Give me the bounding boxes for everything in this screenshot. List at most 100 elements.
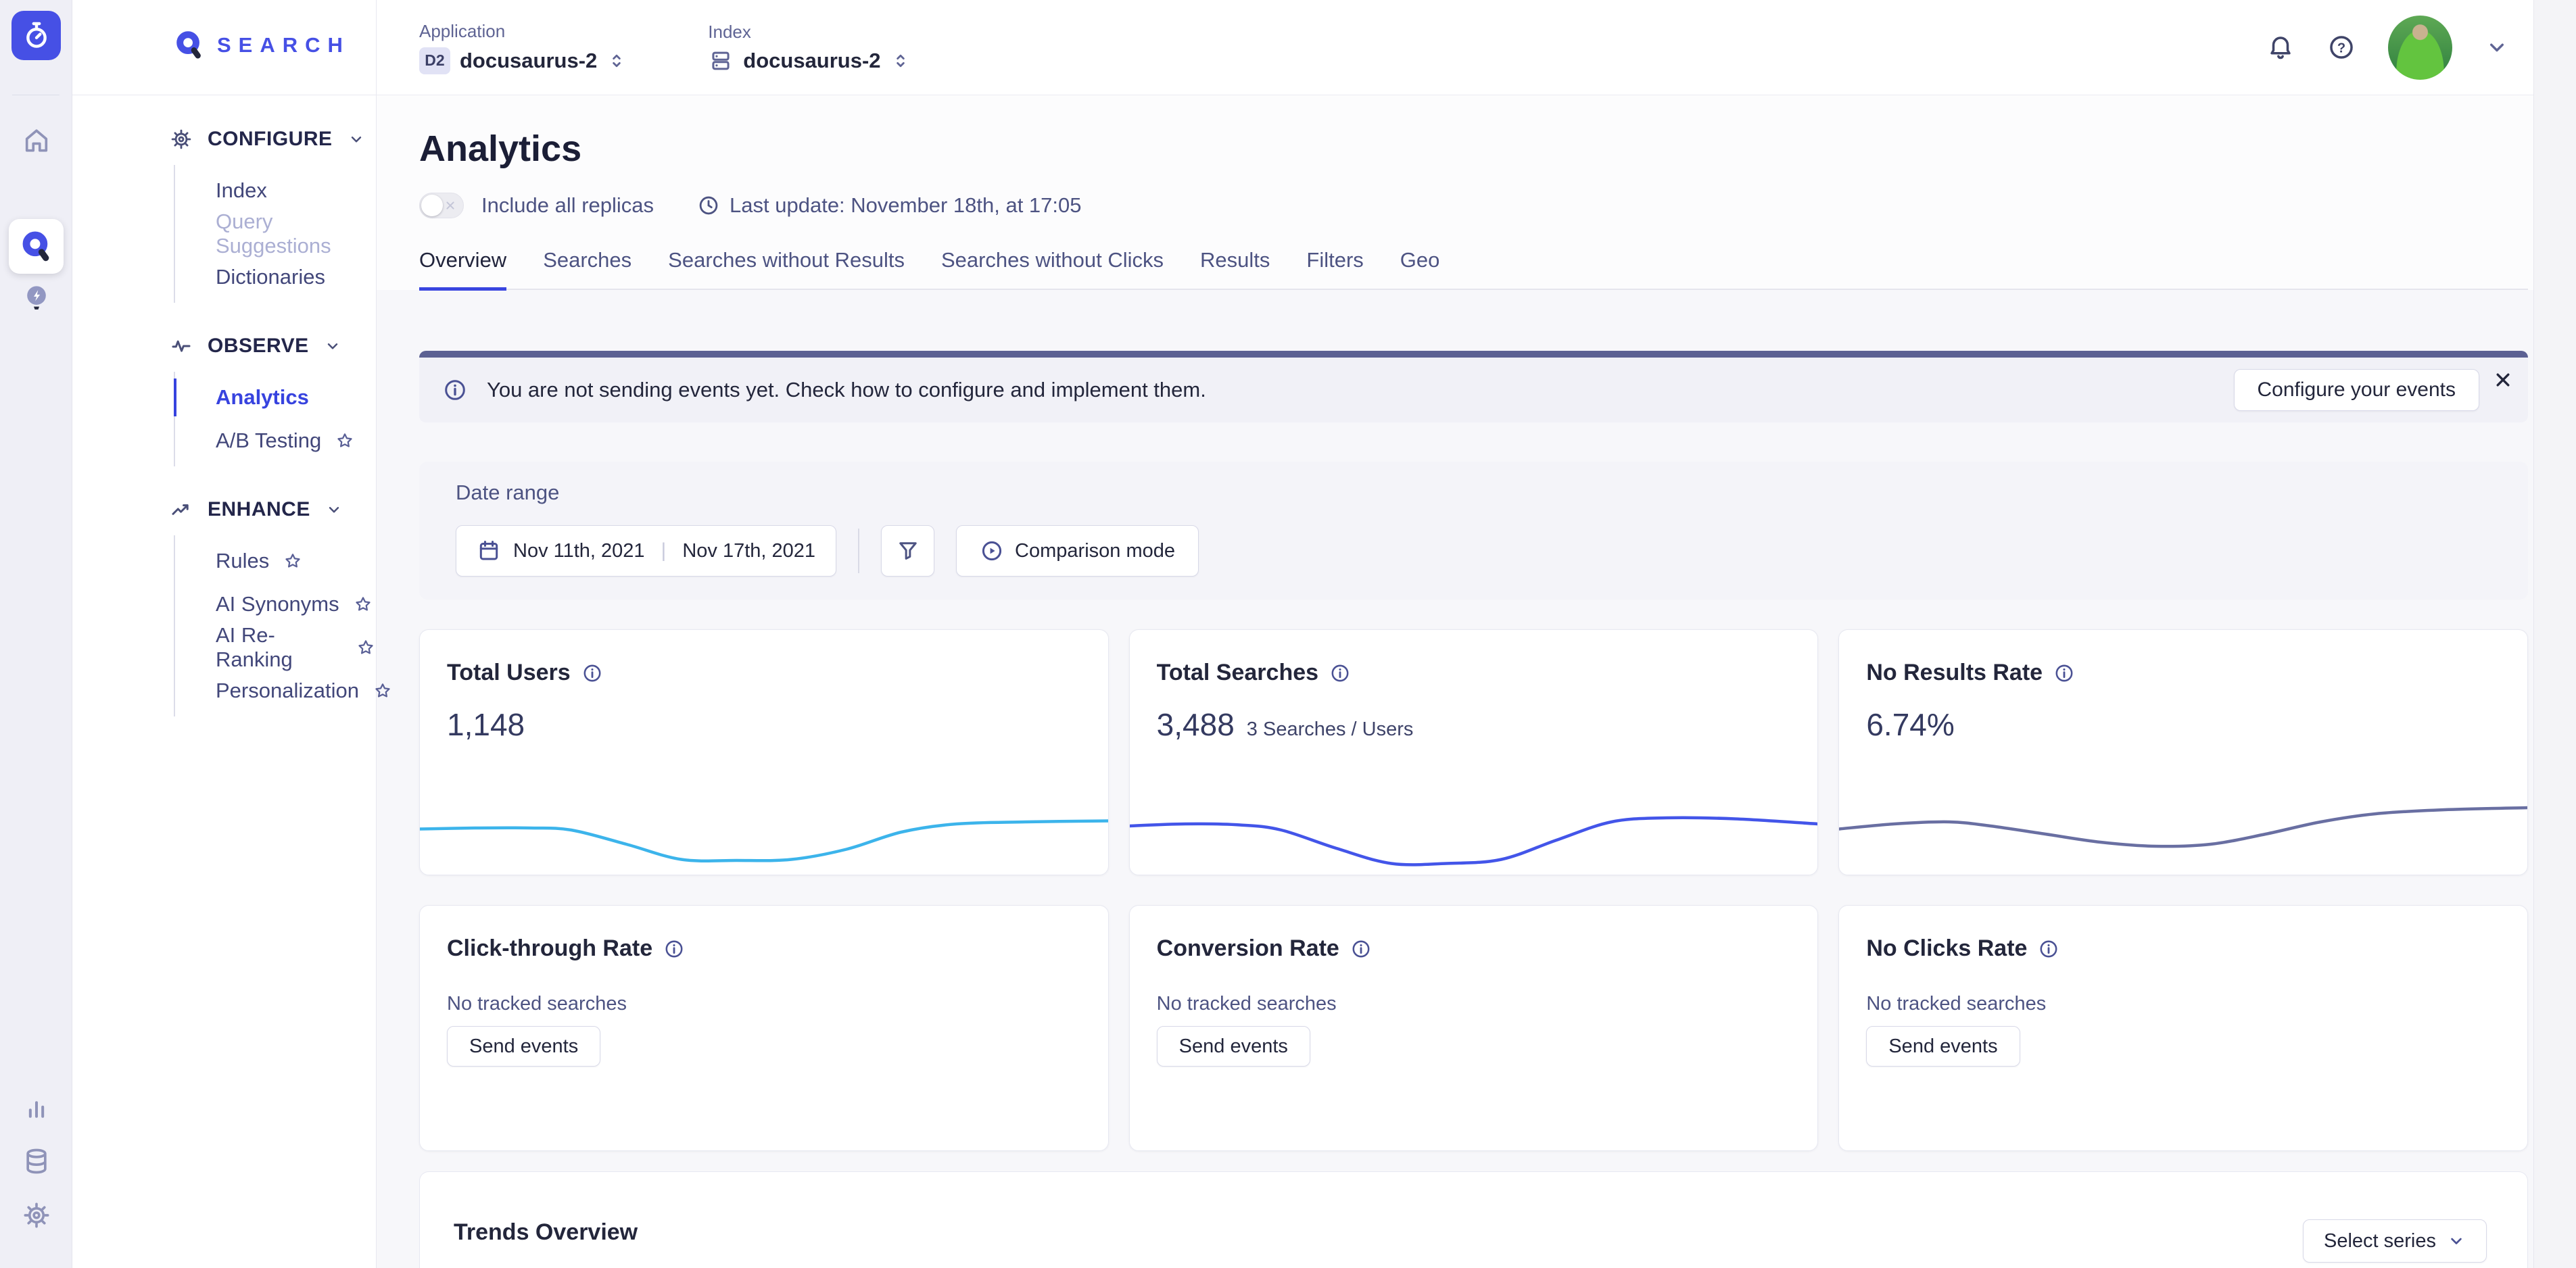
bar-chart-icon — [22, 1092, 51, 1122]
sidebar-item-index[interactable]: Index — [175, 169, 376, 212]
star-icon[interactable] — [356, 637, 376, 658]
play-circle-icon — [980, 539, 1004, 563]
tab-overview[interactable]: Overview — [419, 248, 507, 291]
avatar[interactable] — [2388, 15, 2452, 80]
page-title: Analytics — [419, 128, 582, 169]
application-selector[interactable]: Application D2 docusaurus-2 — [419, 21, 627, 74]
logo-text: SEARCH — [217, 33, 350, 57]
no-tracked-message: No tracked searches — [447, 993, 627, 1015]
tab-searches[interactable]: Searches — [543, 248, 632, 272]
help-icon[interactable] — [2327, 33, 2356, 62]
recommend-button[interactable] — [0, 283, 72, 314]
pulse-icon — [170, 335, 193, 358]
sidebar-item-query-suggestions[interactable]: Query Suggestions — [175, 210, 376, 258]
magnifier-logo-icon — [174, 30, 205, 61]
info-icon[interactable] — [2053, 662, 2075, 684]
date-start: Nov 11th, 2021 — [513, 539, 645, 562]
date-range-picker[interactable]: Nov 11th, 2021 | Nov 17th, 2021 — [456, 525, 837, 577]
search-product-icon — [20, 230, 53, 264]
scrollbar-track[interactable] — [2533, 0, 2576, 1268]
close-banner-button[interactable] — [2491, 368, 2514, 391]
events-banner: You are not sending events yet. Check ho… — [419, 351, 2528, 422]
application-badge: D2 — [419, 47, 450, 74]
include-replicas-toggle[interactable] — [419, 193, 464, 218]
tab-results[interactable]: Results — [1200, 248, 1270, 272]
sidebar-item-ab-testing[interactable]: A/B Testing — [175, 419, 376, 462]
sidebar-item-ai-synonyms[interactable]: AI Synonyms — [175, 583, 376, 626]
tab-searches-without-results[interactable]: Searches without Results — [668, 248, 905, 272]
star-icon[interactable] — [353, 594, 373, 614]
sidebar-item-analytics[interactable]: Analytics — [174, 376, 376, 419]
sidebar-item-ai-re-ranking[interactable]: AI Re-Ranking — [175, 623, 376, 671]
no-clicks-rate-card: No Clicks Rate No tracked searches Send … — [1838, 905, 2529, 1151]
tab-geo[interactable]: Geo — [1400, 248, 1440, 272]
sidebar-item-personalization[interactable]: Personalization — [175, 669, 376, 712]
search-product-button[interactable] — [9, 219, 64, 274]
sidebar-item-rules[interactable]: Rules — [175, 539, 376, 583]
send-events-button[interactable]: Send events — [1866, 1026, 2020, 1067]
sidebar-item-label: Dictionaries — [216, 265, 325, 289]
current-app-tile[interactable] — [11, 11, 61, 60]
no-tracked-message: No tracked searches — [1156, 993, 1337, 1015]
updown-chevron-icon — [606, 51, 627, 71]
send-events-button[interactable]: Send events — [447, 1026, 601, 1067]
nav-header-observe[interactable]: OBSERVE — [72, 327, 376, 365]
configure-events-button[interactable]: Configure your events — [2233, 369, 2479, 411]
info-icon[interactable] — [663, 938, 685, 960]
page-header: Analytics Include all replicas Last upda… — [377, 95, 2533, 291]
info-icon[interactable] — [2038, 938, 2059, 960]
toggle-knob — [421, 195, 443, 216]
star-icon[interactable] — [335, 431, 355, 451]
info-icon[interactable] — [1329, 662, 1351, 684]
monitoring-button[interactable] — [0, 1092, 72, 1122]
nav-section-configure: CONFIGURE Index Query Suggestions Dictio… — [72, 120, 376, 303]
send-events-button[interactable]: Send events — [1156, 1026, 1310, 1067]
main-area: Application D2 docusaurus-2 Index docusa… — [377, 0, 2533, 1268]
filter-button[interactable] — [881, 525, 935, 577]
search-logo[interactable]: SEARCH — [174, 30, 350, 61]
bell-icon[interactable] — [2266, 33, 2295, 62]
index-selector[interactable]: Index docusaurus-2 — [708, 22, 910, 74]
settings-button[interactable] — [0, 1200, 72, 1230]
gear-icon — [170, 128, 193, 151]
home-icon — [22, 126, 51, 155]
funnel-icon — [896, 539, 920, 563]
total-searches-sparkline — [1130, 773, 1818, 875]
stat-value: 3,488 — [1156, 707, 1235, 742]
calendar-icon — [477, 539, 501, 563]
star-icon[interactable] — [373, 681, 393, 701]
comparison-mode-button[interactable]: Comparison mode — [956, 525, 1199, 577]
select-series-button[interactable]: Select series — [2302, 1219, 2487, 1263]
index-icon — [708, 48, 734, 74]
sidebar-item-label: Rules — [216, 549, 270, 572]
stats-row-1: Total Users 1,148 Total Searches 3,488 3… — [419, 629, 2529, 875]
total-users-sparkline — [420, 773, 1108, 875]
trends-overview-card: Trends Overview Select series — [419, 1171, 2528, 1268]
tab-filters[interactable]: Filters — [1306, 248, 1364, 272]
home-button[interactable] — [0, 126, 72, 155]
trends-title: Trends Overview — [454, 1219, 638, 1245]
card-title: Total Searches — [1156, 660, 1319, 685]
no-results-rate-card: No Results Rate 6.74% — [1838, 629, 2529, 875]
chevron-down-icon[interactable] — [2485, 35, 2509, 59]
sidebar-item-dictionaries[interactable]: Dictionaries — [175, 255, 376, 299]
nav-header-configure[interactable]: CONFIGURE — [72, 120, 376, 158]
select-series-label: Select series — [2323, 1229, 2436, 1252]
info-icon[interactable] — [1350, 938, 1372, 960]
nav-header-enhance[interactable]: ENHANCE — [72, 491, 376, 529]
stat-sub: 3 Searches / Users — [1246, 718, 1414, 740]
sidebar-item-label: Index — [216, 178, 267, 202]
card-title: Conversion Rate — [1156, 935, 1339, 961]
nav-header-label: CONFIGURE — [208, 128, 333, 150]
nav-header-label: OBSERVE — [208, 335, 309, 357]
star-icon[interactable] — [283, 551, 303, 571]
data-button[interactable] — [0, 1146, 72, 1176]
sidebar-item-label: A/B Testing — [216, 429, 322, 452]
total-searches-card: Total Searches 3,488 3 Searches / Users — [1128, 629, 1819, 875]
toggle-off-x-icon — [444, 199, 457, 212]
stat-value: 1,148 — [447, 707, 525, 742]
updown-chevron-icon — [890, 51, 911, 71]
info-icon[interactable] — [581, 662, 603, 684]
tab-searches-without-clicks[interactable]: Searches without Clicks — [940, 248, 1164, 272]
date-range-panel: Date range Nov 11th, 2021 | Nov 17th, 20… — [419, 462, 2528, 600]
